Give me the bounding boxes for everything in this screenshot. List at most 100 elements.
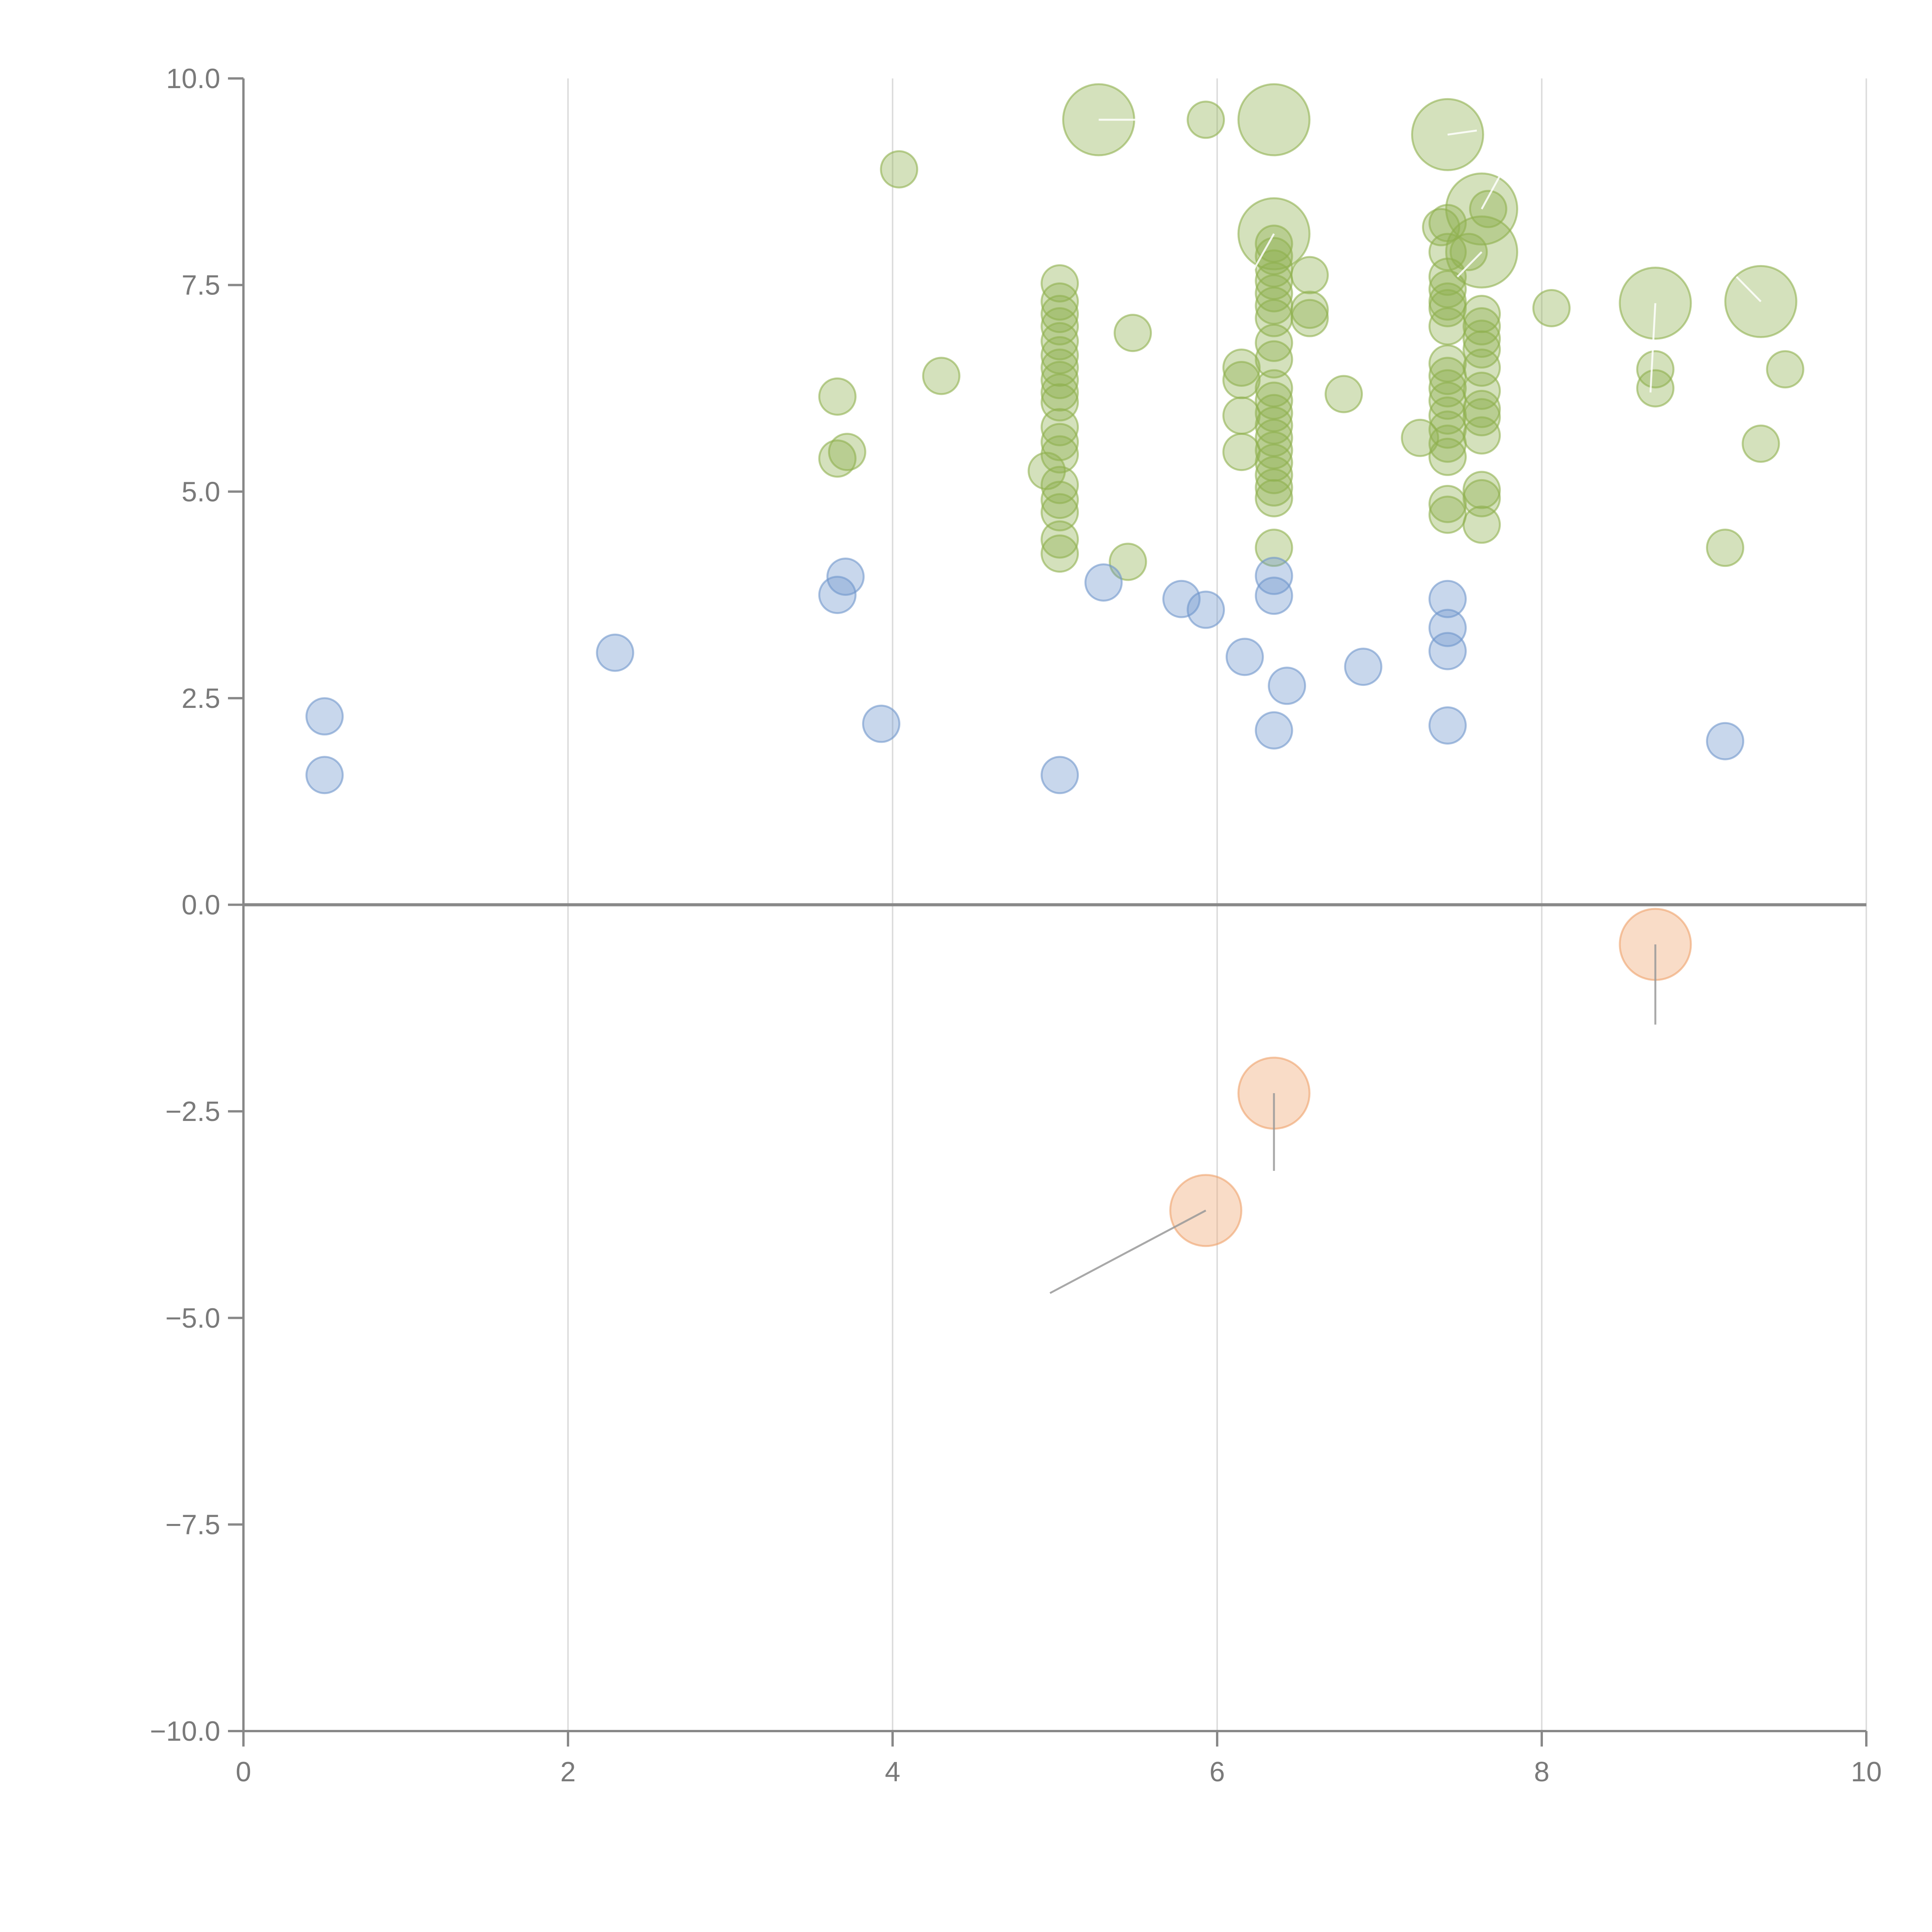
- data-point: [1428, 307, 1467, 346]
- data-point: [1114, 314, 1152, 352]
- data-point: [1255, 711, 1293, 750]
- data-point: [1255, 577, 1293, 615]
- x-tick-label: 8: [1534, 1757, 1549, 1787]
- data-point: [1766, 350, 1804, 389]
- y-tick-label: −7.5: [165, 1509, 220, 1540]
- data-point: [1041, 423, 1079, 461]
- data-point: [1027, 452, 1066, 490]
- y-tick-label: 10.0: [166, 63, 220, 94]
- data-point: [922, 357, 961, 395]
- leader-line: [1736, 276, 1762, 303]
- data-point: [1237, 83, 1311, 156]
- data-point: [1428, 609, 1467, 647]
- x-tick-label: 0: [236, 1757, 251, 1787]
- data-points: [305, 83, 1804, 1247]
- data-point: [305, 756, 344, 794]
- y-tick-label: 2.5: [182, 683, 220, 714]
- data-point: [1428, 495, 1467, 534]
- data-point: [1428, 632, 1467, 670]
- data-point: [1222, 361, 1261, 400]
- leader-line: [1481, 173, 1502, 210]
- y-tick-label: −5.0: [165, 1303, 220, 1334]
- data-point: [1428, 204, 1467, 242]
- data-point: [1041, 756, 1079, 794]
- data-point: [1255, 456, 1293, 494]
- x-tick-label: 2: [560, 1757, 576, 1787]
- data-point: [828, 433, 866, 471]
- data-point: [1636, 369, 1675, 408]
- data-point: [1225, 638, 1264, 676]
- data-point: [1463, 320, 1501, 358]
- x-tick-label: 6: [1209, 1757, 1225, 1787]
- data-point: [1255, 323, 1293, 362]
- data-point: [1706, 529, 1745, 567]
- data-point: [1255, 529, 1293, 567]
- data-point: [818, 377, 857, 416]
- data-point: [1428, 580, 1467, 618]
- axes: [228, 77, 1867, 1747]
- data-point: [1422, 208, 1461, 247]
- data-point: [1463, 416, 1501, 455]
- data-point: [1187, 100, 1225, 139]
- y-tick-label: 0.0: [182, 890, 220, 921]
- data-point: [1041, 373, 1079, 412]
- y-tick-label: −10.0: [150, 1716, 220, 1747]
- data-point: [1742, 424, 1780, 463]
- data-point: [1463, 479, 1501, 517]
- data-point: [818, 576, 857, 614]
- leader-line: [1649, 303, 1656, 393]
- data-point: [1041, 534, 1079, 573]
- data-point: [1187, 590, 1225, 629]
- data-point: [1041, 466, 1079, 504]
- data-point: [1255, 340, 1293, 379]
- data-point: [1041, 408, 1079, 446]
- data-point: [1222, 433, 1261, 471]
- data-point: [826, 558, 865, 596]
- data-point: [1222, 348, 1261, 387]
- data-point: [1463, 389, 1501, 428]
- data-point: [1428, 437, 1467, 476]
- data-point: [1041, 520, 1079, 559]
- y-tick-label: 7.5: [182, 270, 220, 301]
- data-point: [1041, 361, 1079, 400]
- y-tick-label: −2.5: [165, 1096, 220, 1127]
- data-point: [1344, 648, 1383, 686]
- leader-lines: [1049, 119, 1762, 1294]
- data-point: [1255, 556, 1293, 595]
- x-tick-label: 4: [885, 1757, 900, 1787]
- data-point: [1463, 505, 1501, 544]
- data-point: [1463, 307, 1501, 346]
- data-point: [1255, 479, 1293, 517]
- data-point: [1706, 722, 1745, 760]
- data-point: [1428, 396, 1467, 435]
- leader-line: [1248, 233, 1275, 277]
- data-point: [1532, 289, 1571, 328]
- data-point: [1041, 493, 1079, 532]
- y-tick-label: 5.0: [182, 476, 220, 507]
- leader-line: [1456, 251, 1483, 277]
- data-point: [1268, 667, 1306, 705]
- leader-line: [1447, 129, 1477, 136]
- data-point: [1162, 580, 1201, 618]
- data-point: [1041, 322, 1079, 361]
- data-point: [305, 697, 344, 736]
- data-point: [862, 704, 901, 743]
- data-point: [880, 150, 918, 189]
- data-point: [596, 633, 634, 672]
- data-point: [1041, 294, 1079, 333]
- data-point: [1463, 471, 1501, 509]
- data-point: [1290, 299, 1329, 337]
- data-point: [1109, 543, 1147, 581]
- data-point: [1469, 190, 1507, 228]
- data-point: [1255, 468, 1293, 507]
- data-point: [1428, 369, 1467, 408]
- data-point: [1222, 396, 1261, 435]
- data-point: [1084, 563, 1123, 602]
- data-point: [1449, 233, 1488, 271]
- data-point: [1428, 485, 1467, 523]
- data-point: [1290, 256, 1329, 294]
- data-point: [1041, 307, 1079, 346]
- data-point: [1428, 706, 1467, 745]
- data-point: [1428, 410, 1467, 449]
